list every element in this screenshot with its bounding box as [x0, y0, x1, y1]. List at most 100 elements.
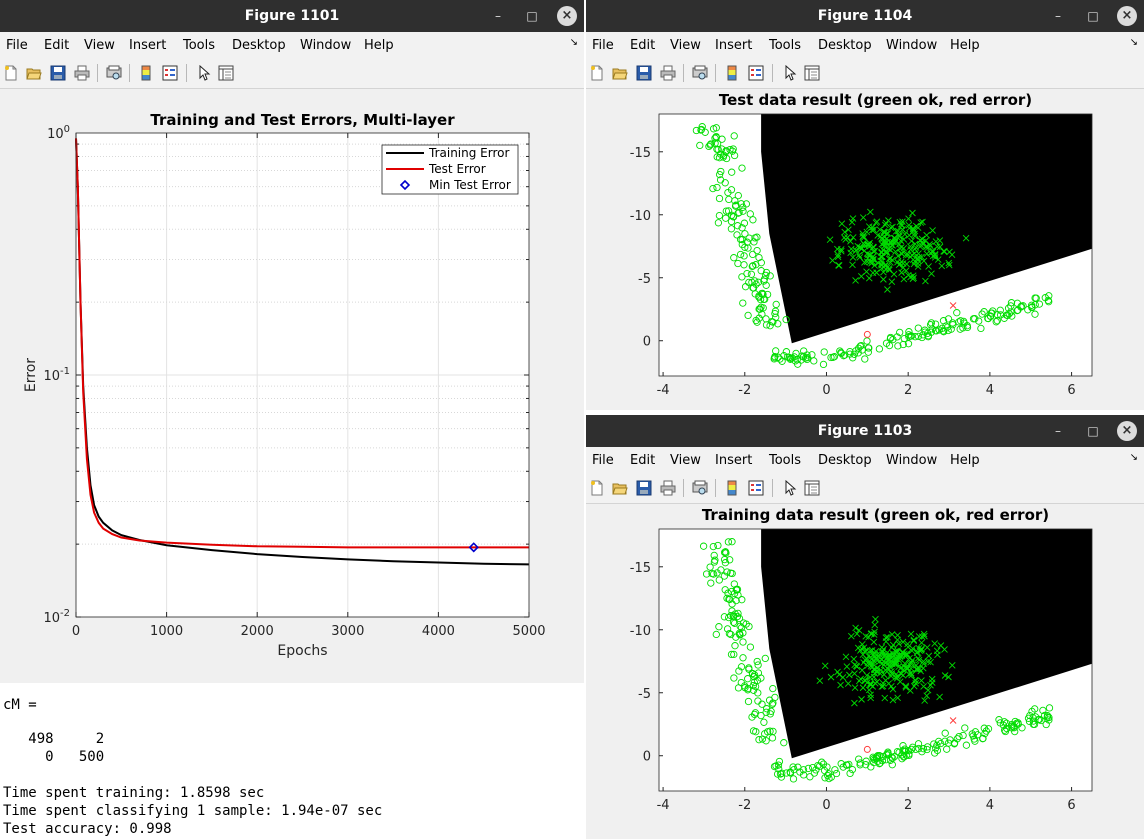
point-ok	[895, 640, 903, 648]
x-tick-label: 4000	[422, 624, 455, 639]
close-button[interactable]: ×	[557, 6, 577, 26]
property-editor-icon[interactable]	[804, 480, 820, 496]
point-ok	[823, 763, 831, 771]
print-icon[interactable]	[660, 480, 676, 496]
menu-tools[interactable]: Tools	[769, 453, 802, 468]
menu-view[interactable]: View	[670, 38, 701, 53]
point-ok	[884, 286, 891, 293]
print-icon[interactable]	[74, 65, 90, 81]
point-ok	[896, 233, 903, 240]
menu-help[interactable]: Help	[364, 38, 394, 53]
title-bar[interactable]: Figure 1104 – □ ×	[586, 0, 1144, 32]
print-preview-icon[interactable]	[692, 480, 708, 496]
menu-window[interactable]: Window	[886, 453, 938, 468]
point-ok	[734, 191, 742, 200]
menu-edit[interactable]: Edit	[44, 38, 70, 53]
menu-tools[interactable]: Tools	[183, 38, 216, 53]
training-data-scatter: -4 -2 0 2 4 6 -15 -10 -5 0 Training data result (g…	[630, 506, 1093, 813]
menu-desktop[interactable]: Desktop	[818, 38, 872, 53]
point-ok	[903, 260, 911, 268]
menu-insert[interactable]: Insert	[715, 38, 753, 53]
menu-edit[interactable]: Edit	[630, 453, 656, 468]
pointer-icon[interactable]	[782, 479, 798, 496]
menu-tools[interactable]: Tools	[769, 38, 802, 53]
menu-window[interactable]: Window	[300, 38, 352, 53]
menu-file[interactable]: File	[6, 38, 28, 53]
open-file-icon[interactable]	[612, 480, 628, 496]
pointer-icon[interactable]	[782, 64, 798, 81]
menu-view[interactable]: View	[670, 453, 701, 468]
open-file-icon[interactable]	[612, 65, 628, 81]
point-ok	[1037, 716, 1045, 725]
new-figure-icon[interactable]	[589, 480, 605, 496]
dock-arrow-icon[interactable]: ↘	[1129, 37, 1138, 48]
print-preview-icon[interactable]	[692, 65, 708, 81]
minimize-button[interactable]: –	[495, 9, 501, 23]
menu-insert[interactable]: Insert	[715, 453, 753, 468]
point-ok	[885, 341, 894, 350]
save-icon[interactable]	[636, 65, 652, 81]
point-ok	[870, 666, 878, 674]
property-editor-icon[interactable]	[218, 65, 234, 81]
point-ok	[885, 265, 893, 272]
point-ok	[752, 261, 760, 269]
legend-icon[interactable]	[748, 65, 764, 81]
point-ok	[749, 250, 757, 259]
maximize-button[interactable]: □	[1087, 424, 1099, 438]
menu-desktop[interactable]: Desktop	[232, 38, 286, 53]
menu-file[interactable]: File	[592, 38, 614, 53]
dock-arrow-icon[interactable]: ↘	[569, 37, 578, 48]
point-ok	[906, 243, 914, 250]
menu-window[interactable]: Window	[886, 38, 938, 53]
maximize-button[interactable]: □	[1087, 9, 1099, 23]
class-2-points	[826, 208, 970, 293]
menu-help[interactable]: Help	[950, 453, 980, 468]
print-icon[interactable]	[660, 65, 676, 81]
point-ok	[980, 724, 988, 732]
menu-view[interactable]: View	[84, 38, 115, 53]
point-ok	[749, 284, 758, 292]
minimize-button[interactable]: –	[1055, 9, 1061, 23]
point-ok	[715, 170, 724, 179]
legend-icon[interactable]	[162, 65, 178, 81]
point-ok	[871, 621, 879, 629]
save-icon[interactable]	[50, 65, 66, 81]
menu-desktop[interactable]: Desktop	[818, 453, 872, 468]
point-ok	[883, 248, 890, 255]
dock-arrow-icon[interactable]: ↘	[1129, 452, 1138, 463]
menu-edit[interactable]: Edit	[630, 38, 656, 53]
colorbar-icon[interactable]	[138, 65, 154, 81]
open-file-icon[interactable]	[26, 65, 42, 81]
point-ok	[845, 226, 852, 234]
title-bar[interactable]: Figure 1101 – □ ×	[0, 0, 584, 32]
point-ok	[831, 766, 839, 774]
property-editor-icon[interactable]	[804, 65, 820, 81]
point-ok	[894, 631, 901, 639]
colorbar-icon[interactable]	[724, 65, 740, 81]
menu-file[interactable]: File	[592, 453, 614, 468]
print-preview-icon[interactable]	[106, 65, 122, 81]
menu-insert[interactable]: Insert	[129, 38, 167, 53]
close-button[interactable]: ×	[1117, 421, 1137, 441]
point-ok	[753, 318, 761, 326]
close-button[interactable]: ×	[1117, 6, 1137, 26]
pointer-icon[interactable]	[196, 64, 212, 81]
colorbar-icon[interactable]	[724, 480, 740, 496]
new-figure-icon[interactable]	[589, 65, 605, 81]
point-ok	[944, 326, 952, 335]
title-bar[interactable]: Figure 1103 – □ ×	[586, 415, 1144, 447]
point-ok	[858, 696, 865, 703]
point-ok	[712, 124, 720, 132]
menu-help[interactable]: Help	[950, 38, 980, 53]
point-ok	[725, 195, 733, 204]
minimize-button[interactable]: –	[1055, 424, 1061, 438]
point-ok	[751, 709, 760, 717]
new-figure-icon[interactable]	[3, 65, 19, 81]
save-icon[interactable]	[636, 480, 652, 496]
point-ok	[810, 769, 819, 777]
legend-icon[interactable]	[748, 480, 764, 496]
maximize-button[interactable]: □	[526, 9, 538, 23]
point-ok	[724, 207, 733, 215]
command-window-output: cM = 498 2 0 500 Time spent training: 1.…	[0, 683, 584, 839]
point-ok	[751, 234, 759, 242]
